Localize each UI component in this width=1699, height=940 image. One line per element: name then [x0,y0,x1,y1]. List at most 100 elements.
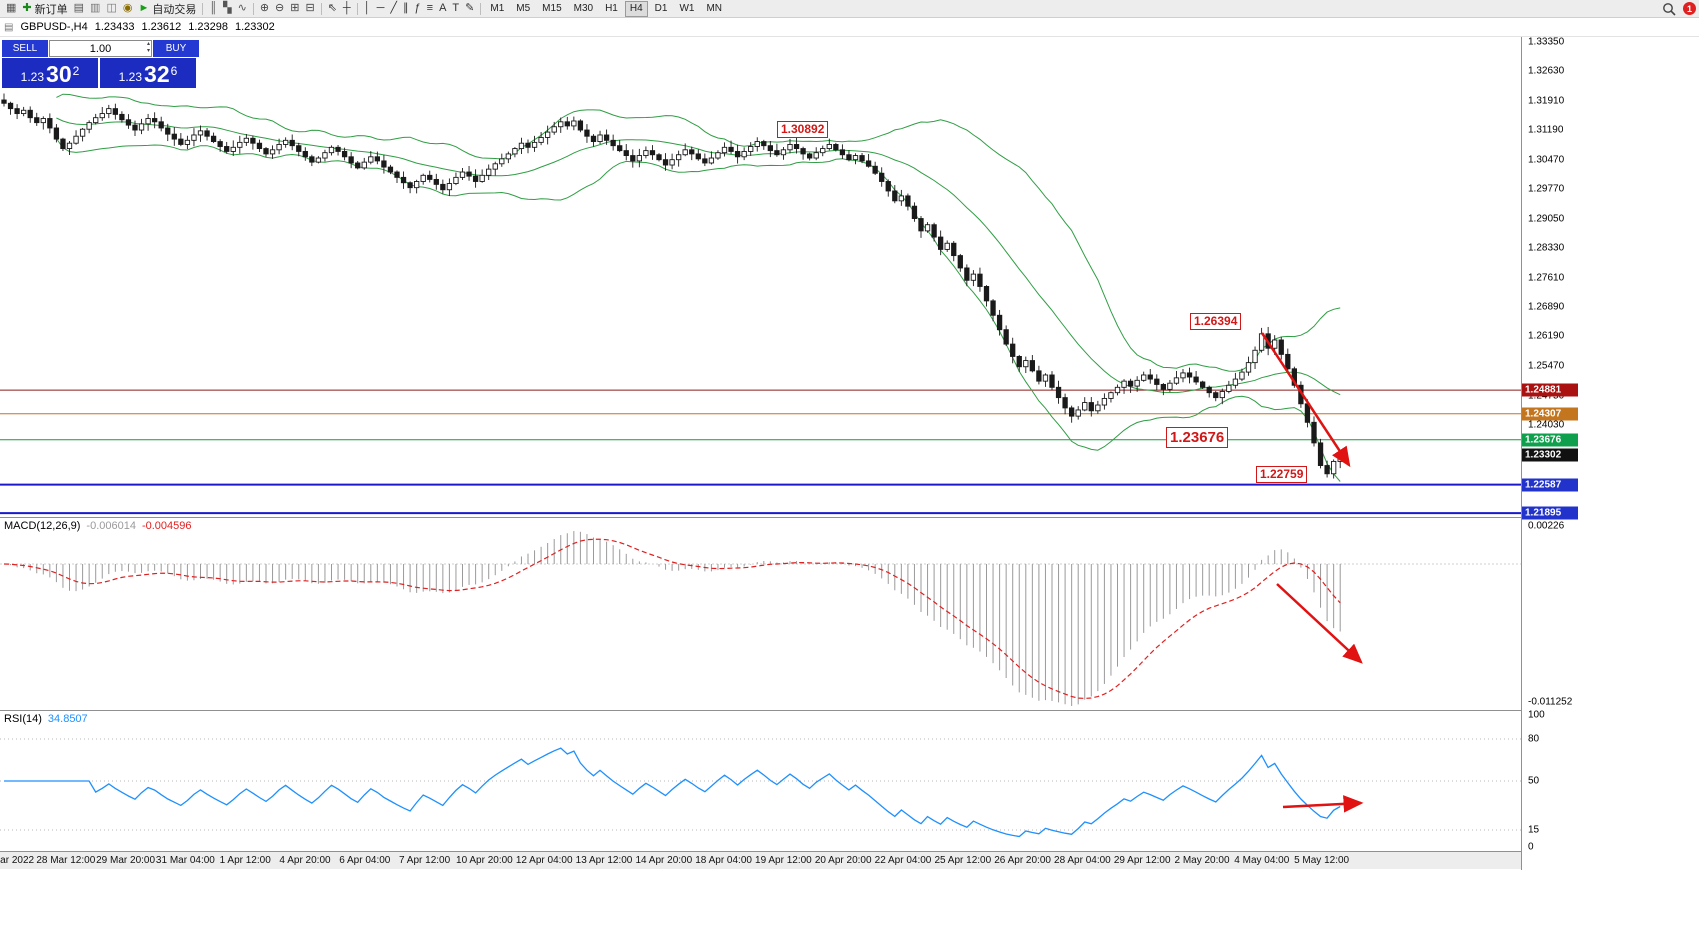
timeframe-m1[interactable]: M1 [490,2,505,14]
timeframe-m5[interactable]: M5 [516,2,531,14]
rsi-chart[interactable] [0,711,1521,851]
navigator[interactable]: ◉ [120,1,136,16]
panel-separator[interactable] [0,710,1521,711]
rsi-axis-label: 100 [1528,709,1545,721]
channel-tool[interactable]: ∥ [400,1,412,16]
crosshair-tool[interactable]: ┼ [340,1,354,16]
time-axis-label: 18 Apr 04:00 [695,855,752,866]
fibonacci-tool[interactable]: ƒ [412,1,424,16]
time-axis-label: 29 Mar 20:00 [96,855,156,866]
ask-price-box[interactable]: 1.23 32 6 [100,58,196,88]
timeframe-m15[interactable]: M15 [542,2,562,14]
macd-chart[interactable] [0,518,1521,710]
timeframe-mn[interactable]: MN [706,2,723,14]
data-window-icon: ◫ [106,2,117,14]
toolbar-separator [252,2,254,15]
text-tool[interactable]: A [436,1,449,16]
objects-list[interactable]: ≡ [424,1,436,16]
toolbar-separator [320,2,322,15]
price-level-flag: 1.21895 [1522,506,1578,520]
crosshair-tool-icon: ┼ [342,2,351,14]
candlestick-chart[interactable] [0,37,1521,517]
trendline-tool[interactable]: ╱ [387,1,400,16]
volume-stepper[interactable]: 1.00 ▴ ▾ [49,40,152,57]
fibonacci-tool-icon: ƒ [414,2,421,14]
bid-pip-digit: 2 [72,64,80,78]
autotrade-button[interactable]: ► 自动交易 [135,1,199,16]
time-axis-label: 13 Apr 12:00 [575,855,633,866]
bid-price-box[interactable]: 1.23 30 2 [2,58,98,88]
vertical-line-tool-icon: │ [363,2,371,14]
trend-arrow[interactable] [1282,795,1364,813]
data-window[interactable]: ◫ [103,1,119,16]
price-flag[interactable]: 1.23676 [1166,427,1229,448]
price-axis-label: 1.29770 [1528,183,1565,195]
market-watch[interactable]: ▥ [87,1,103,16]
new-order-button[interactable]: ✚ 新订单 [19,1,70,16]
price-flag[interactable]: 1.26394 [1190,313,1242,330]
timeframe-m30[interactable]: M30 [573,2,594,14]
zoom-out-button-icon: ⊖ [275,2,285,14]
macd-panel[interactable]: MACD(12,26,9) -0.006014 -0.004596 [0,518,1521,710]
bars-chart[interactable]: ║ [206,1,220,16]
time-axis-label: 20 Apr 20:00 [814,855,872,866]
price-axis[interactable]: 0.00226 -0.011252 1.33350 1.32630 1.31910 1… [1521,37,1699,870]
shapes-dropdown[interactable]: ✎ [462,1,477,16]
notification-badge[interactable]: 1 [1683,2,1696,15]
zoom-in-button[interactable]: ⊕ [257,1,272,16]
navigator-icon: ◉ [122,2,133,14]
price-axis-label: 1.33350 [1528,36,1565,48]
time-axis-label: 4 Apr 20:00 [279,855,331,866]
zoom-out-button[interactable]: ⊖ [272,1,287,16]
timeframe-w1[interactable]: W1 [679,2,695,14]
time-axis-label: 28 Mar 12:00 [36,855,96,866]
time-axis-label: 22 Apr 04:00 [874,855,932,866]
time-axis-label: 19 Apr 12:00 [755,855,812,866]
buy-button[interactable]: BUY [153,40,199,57]
panel-separator[interactable] [0,517,1521,518]
price-axis-label: 1.27610 [1528,272,1565,284]
bid-prefix: 1.23 [20,70,45,84]
search-button[interactable] [1653,1,1679,16]
volume-stepper-arrows[interactable]: ▴ ▾ [146,41,150,54]
price-chart[interactable]: 1.30892 1.26394 1.23676 1.22759 [0,37,1521,517]
objects-list-icon: ≡ [426,2,434,14]
vertical-line-tool[interactable]: │ [361,1,374,16]
tile-windows-icon: ⊞ [290,2,300,14]
price-flag[interactable]: 1.22759 [1256,466,1308,483]
label-tool[interactable]: T [449,1,462,16]
time-axis-label: 25 Apr 12:00 [934,855,992,866]
candles-chart[interactable]: ▚ [220,1,234,16]
price-flag[interactable]: 1.30892 [777,121,829,138]
volume-value: 1.00 [89,42,112,55]
trend-arrow[interactable] [1260,332,1351,468]
price-axis-label: 1.29050 [1528,213,1565,225]
macd-axis-top: 0.00226 [1528,520,1565,532]
timeframe-d1[interactable]: D1 [654,2,668,14]
time-axis-label: 31 Mar 04:00 [155,855,215,866]
macd-histogram [10,531,1341,706]
auto-scroll[interactable]: ⊟ [302,1,317,16]
timeframe-h1[interactable]: H1 [605,2,618,14]
rsi-axis-label: 0 [1528,841,1534,853]
candlesticks[interactable] [1,93,1343,479]
zoom-in-button-icon: ⊕ [259,2,270,14]
timeframe-h4[interactable]: H4 [624,0,648,17]
time-axis-label: 28 Apr 04:00 [1054,855,1111,866]
sell-button[interactable]: SELL [2,40,48,57]
window-menu-icon: ▦ [6,2,17,14]
rsi-axis-label: 15 [1528,824,1540,836]
cursor-tool[interactable]: ⇖ [325,1,340,16]
horizontal-level-lines[interactable] [0,389,1521,515]
tile-windows[interactable]: ⊞ [287,1,302,16]
time-axis-label: 14 Apr 20:00 [635,855,693,866]
horizontal-line-tool[interactable]: ─ [374,1,388,16]
window-menu[interactable]: ▦ [3,1,19,16]
rsi-panel[interactable]: RSI(14) 34.8507 [0,711,1521,851]
chart-profiles[interactable]: ▤ [71,1,87,16]
chart-window-icon: ▤ [4,21,14,33]
line-chart[interactable]: ∿ [235,1,250,16]
trend-arrow[interactable] [1276,583,1363,664]
toolbar-separator [356,2,358,15]
